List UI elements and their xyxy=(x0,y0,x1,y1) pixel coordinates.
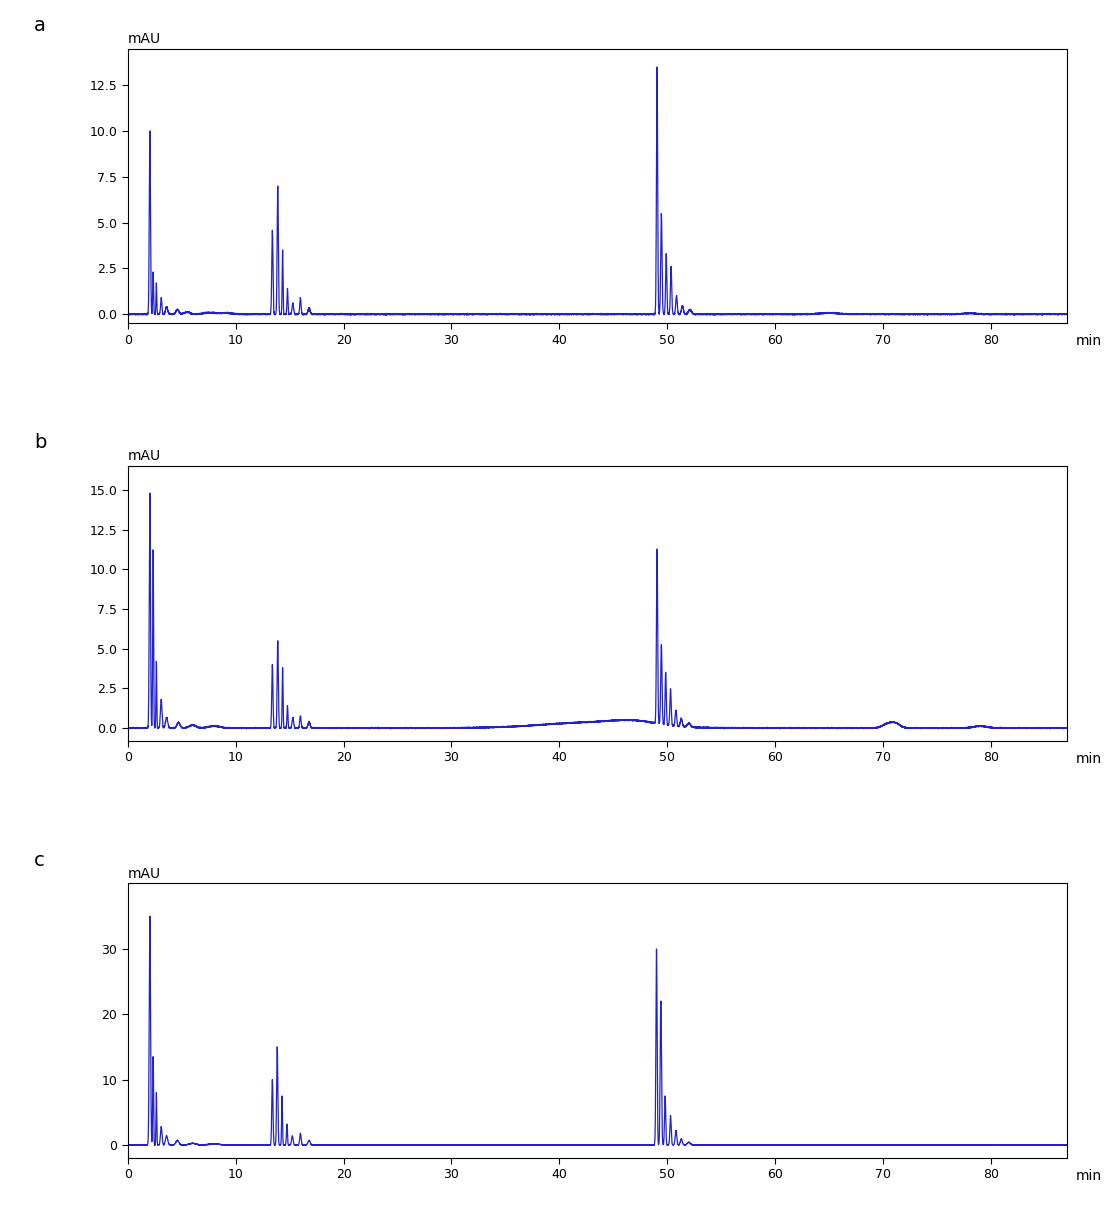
Text: min: min xyxy=(1075,752,1102,766)
Text: mAU: mAU xyxy=(128,867,161,880)
Text: c: c xyxy=(33,851,44,869)
Text: mAU: mAU xyxy=(128,32,161,46)
Text: mAU: mAU xyxy=(128,450,161,463)
Text: min: min xyxy=(1075,1169,1102,1182)
Text: min: min xyxy=(1075,334,1102,349)
Text: b: b xyxy=(33,433,47,452)
Text: a: a xyxy=(33,16,46,35)
